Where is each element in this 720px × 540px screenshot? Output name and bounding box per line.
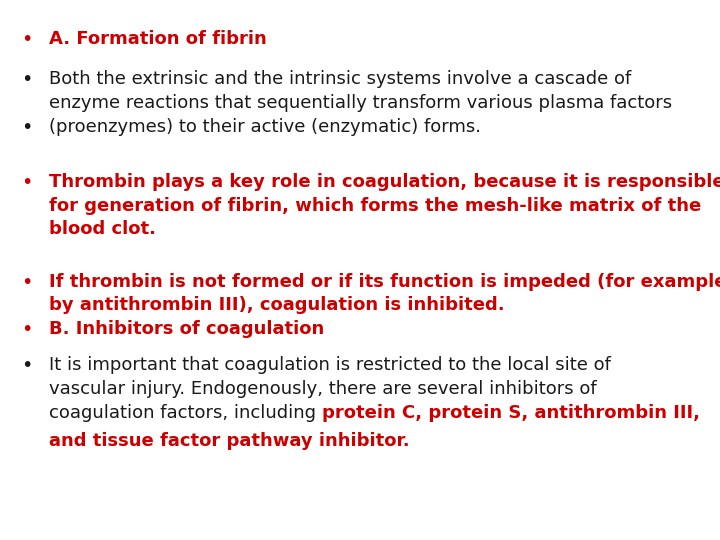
Text: •: • <box>22 173 33 192</box>
Text: •: • <box>22 273 33 292</box>
Text: •: • <box>22 30 33 49</box>
Text: Thrombin plays a key role in coagulation, because it is responsible: Thrombin plays a key role in coagulation… <box>49 173 720 191</box>
Text: •: • <box>22 356 33 375</box>
Text: blood clot.: blood clot. <box>49 220 156 238</box>
Text: protein C, protein S, antithrombin III,: protein C, protein S, antithrombin III, <box>322 404 700 422</box>
Text: coagulation factors, including: coagulation factors, including <box>49 404 322 422</box>
Text: A. Formation of fibrin: A. Formation of fibrin <box>49 30 266 48</box>
Text: It is important that coagulation is restricted to the local site of: It is important that coagulation is rest… <box>49 356 611 374</box>
Text: B. Inhibitors of coagulation: B. Inhibitors of coagulation <box>49 320 324 338</box>
Text: vascular injury. Endogenously, there are several inhibitors of: vascular injury. Endogenously, there are… <box>49 380 597 398</box>
Text: •: • <box>22 320 33 339</box>
Text: (proenzymes) to their active (enzymatic) forms.: (proenzymes) to their active (enzymatic)… <box>49 118 481 136</box>
Text: Both the extrinsic and the intrinsic systems involve a cascade of: Both the extrinsic and the intrinsic sys… <box>49 70 631 88</box>
Text: If thrombin is not formed or if its function is impeded (for example,: If thrombin is not formed or if its func… <box>49 273 720 291</box>
Text: •: • <box>22 70 33 89</box>
Text: for generation of fibrin, which forms the mesh-like matrix of the: for generation of fibrin, which forms th… <box>49 197 701 214</box>
Text: by antithrombin III), coagulation is inhibited.: by antithrombin III), coagulation is inh… <box>49 296 505 314</box>
Text: •: • <box>22 118 33 137</box>
Text: and tissue factor pathway inhibitor.: and tissue factor pathway inhibitor. <box>49 432 410 450</box>
Text: enzyme reactions that sequentially transform various plasma factors: enzyme reactions that sequentially trans… <box>49 94 672 112</box>
